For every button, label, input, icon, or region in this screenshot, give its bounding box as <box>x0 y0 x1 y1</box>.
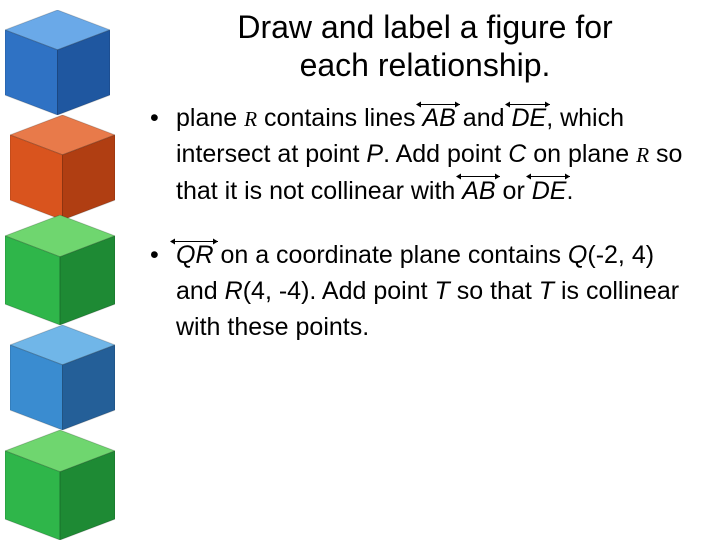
cubes-decoration <box>0 0 130 540</box>
text: plane <box>176 104 244 132</box>
text: on plane <box>526 140 636 168</box>
bullet-1: • plane R contains lines AB and DE, whic… <box>150 100 690 209</box>
point-c: C <box>508 140 526 168</box>
cube-icon <box>5 215 115 325</box>
text: , <box>546 104 553 132</box>
slide-title: Draw and label a figure for each relatio… <box>150 8 700 85</box>
point-q: Q <box>568 241 587 269</box>
bullet-2-text: QR on a coordinate plane contains Q(-2, … <box>176 237 690 346</box>
bullet-1-text: plane R contains lines AB and DE, which … <box>176 100 690 209</box>
bullet-mark: • <box>150 100 176 209</box>
text: on a coordinate plane contains <box>214 241 568 269</box>
bullet-mark: • <box>150 237 176 346</box>
line-de-symbol: DE <box>511 100 546 136</box>
title-line-2: each relationship. <box>300 47 551 83</box>
point-r: R <box>225 277 243 305</box>
ab: AB <box>462 177 495 205</box>
ab: AB <box>422 104 455 132</box>
line-ab-symbol: AB <box>422 100 455 136</box>
text: contains lines <box>257 104 422 132</box>
title-line-1: Draw and label a figure for <box>237 9 612 45</box>
line-qr-symbol: QR <box>176 237 214 273</box>
plane-r: R <box>636 143 649 167</box>
slide-content: • plane R contains lines AB and DE, whic… <box>150 100 690 374</box>
text: . Add point <box>383 140 508 168</box>
text: or <box>496 177 532 205</box>
point-t: T <box>539 277 554 305</box>
qr: QR <box>176 241 214 269</box>
text: so that <box>450 277 539 305</box>
line-de-symbol: DE <box>532 173 567 209</box>
bullet-2: • QR on a coordinate plane contains Q(-2… <box>150 237 690 346</box>
cube-icon <box>5 430 115 540</box>
text: (4, -4). Add point <box>243 277 435 305</box>
text: . <box>566 177 573 205</box>
line-ab-symbol: AB <box>462 173 495 209</box>
plane-r: R <box>244 107 257 131</box>
point-p: P <box>366 140 383 168</box>
cube-icon <box>10 325 115 430</box>
de: DE <box>532 177 567 205</box>
cube-icon <box>5 10 110 115</box>
text: and <box>456 104 512 132</box>
cube-icon <box>10 115 115 220</box>
de: DE <box>511 104 546 132</box>
point-t: T <box>435 277 450 305</box>
